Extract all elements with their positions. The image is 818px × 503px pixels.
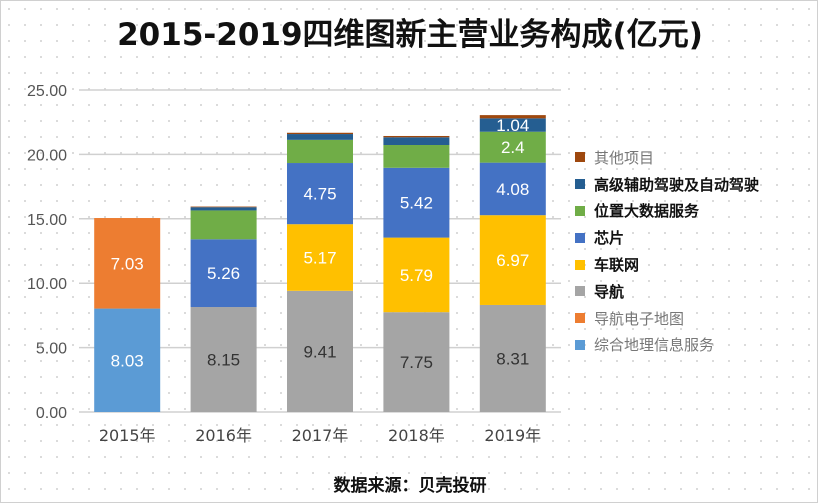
data-label: 8.03: [111, 351, 144, 370]
legend-swatch: [575, 339, 585, 350]
x-tick-label: 2015年: [99, 426, 156, 445]
data-label: 2.4: [501, 138, 525, 157]
bar-segment: [190, 307, 257, 412]
legend-item: 位置大数据服务: [575, 198, 759, 225]
bar-segment: [94, 308, 161, 412]
y-tick-label: 5.00: [36, 341, 67, 358]
data-label: 7.03: [111, 254, 144, 273]
bar-segment: [383, 237, 450, 313]
data-label: 8.15: [207, 351, 240, 370]
legend-swatch: [575, 205, 585, 216]
legend-label: 其他项目: [594, 148, 655, 167]
source-note: 数据来源：贝壳投研: [333, 476, 487, 496]
x-tick-label: 2018年: [388, 426, 445, 445]
bar-segment: [94, 218, 161, 309]
x-tick-label: 2017年: [292, 426, 349, 445]
legend-swatch: [575, 313, 585, 324]
data-label: 8.31: [496, 349, 529, 368]
data-label: 5.42: [400, 194, 433, 213]
legend-label: 芯片: [594, 229, 625, 248]
bar-segment: [479, 304, 546, 412]
legend-label: 综合地理信息服务: [594, 336, 715, 355]
bar-segment: [383, 137, 450, 145]
bar-segment: [287, 163, 353, 225]
bar-segment: [479, 115, 546, 119]
legend-item: 车联网: [575, 251, 759, 278]
legend-item: 综合地理信息服务: [575, 332, 759, 359]
bar-segment: [287, 139, 353, 164]
bar-segment: [479, 215, 546, 305]
y-tick-label: 15.00: [27, 212, 67, 229]
bar-segment: [287, 132, 353, 135]
bar-segment: [190, 210, 257, 240]
legend-swatch: [575, 152, 585, 163]
legend-item: 高级辅助驾驶及自动驾驶: [575, 171, 759, 198]
data-label: 1.04: [496, 116, 529, 135]
legend-item: 导航: [575, 278, 759, 305]
data-label: 5.26: [207, 264, 240, 283]
bar-segment: [383, 312, 450, 412]
legend-item: 导航电子地图: [575, 305, 759, 332]
legend-item: 其他项目: [575, 144, 759, 171]
x-tick-label: 2016年: [195, 426, 252, 445]
legend-label: 车联网: [594, 256, 640, 275]
y-tick-label: 0.00: [36, 405, 67, 422]
bar-segment: [479, 162, 546, 216]
bar-segment: [190, 206, 257, 208]
legend-label: 高级辅助驾驶及自动驾驶: [594, 175, 760, 194]
data-label: 4.08: [496, 180, 529, 199]
bar-segment: [479, 131, 546, 163]
bar-segment: [287, 224, 353, 291]
y-tick-label: 10.00: [27, 276, 67, 293]
legend-swatch: [575, 232, 585, 243]
legend: 其他项目高级辅助驾驶及自动驾驶 位置大数据服务 芯片车联网导航导航电子地图综合地理信…: [575, 144, 759, 358]
bar-segment: [383, 135, 450, 138]
data-label: 7.75: [400, 353, 433, 372]
bar-segment: [287, 290, 353, 412]
bar-segment: [190, 239, 257, 308]
data-label: 4.75: [303, 185, 336, 204]
bar-segment: [383, 144, 450, 168]
y-tick-label: 20.00: [27, 147, 67, 164]
bar-segment: [190, 207, 257, 211]
bar-segment: [287, 134, 353, 140]
data-label: 6.97: [496, 251, 529, 270]
data-label: 5.79: [400, 266, 433, 285]
legend-item: 芯片: [575, 224, 759, 251]
legend-swatch: [575, 286, 585, 297]
x-tick-label: 2019年: [484, 426, 541, 445]
bar-segment: [383, 167, 450, 238]
legend-label: 导航: [594, 282, 625, 301]
data-label: 5.17: [303, 249, 336, 268]
y-tick-label: 25.00: [27, 83, 67, 100]
legend-swatch: [575, 259, 585, 270]
legend-label: 导航电子地图: [594, 309, 685, 328]
legend-swatch: [575, 179, 585, 190]
chart-title: 2015-2019四维图新主营业务构成(亿元): [117, 17, 703, 53]
data-label: 9.41: [303, 342, 336, 361]
legend-label: 位置大数据服务: [594, 202, 700, 221]
bar-segment: [479, 118, 546, 132]
